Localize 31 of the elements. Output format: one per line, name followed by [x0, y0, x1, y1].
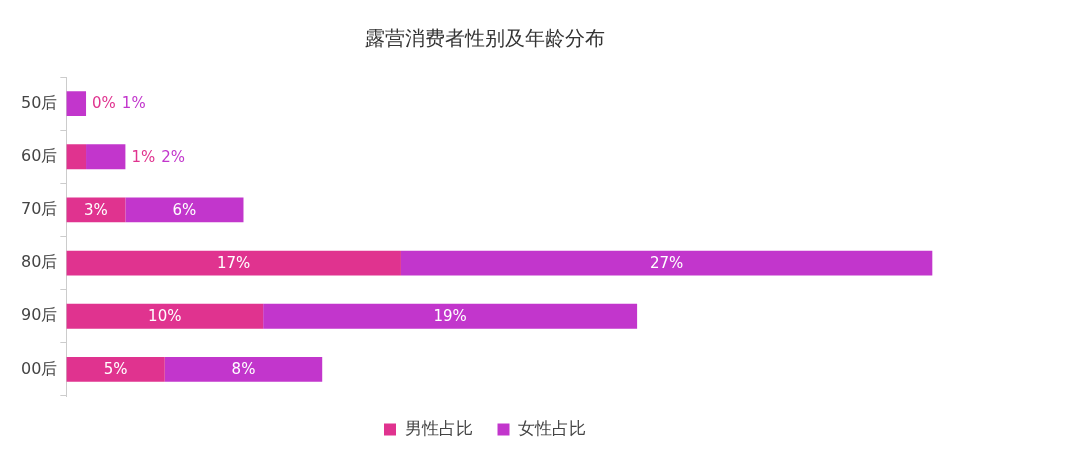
bar	[66, 356, 165, 382]
bar	[400, 250, 933, 276]
bar	[164, 356, 323, 382]
data-label: 2%	[161, 147, 185, 166]
data-label: 8%	[231, 360, 256, 379]
data-label: 3%	[83, 200, 108, 219]
y-tick-label: 60后	[21, 145, 58, 165]
data-label: 17%	[216, 253, 251, 272]
data-label: 19%	[433, 307, 467, 326]
bar	[263, 303, 638, 329]
data-label: 1%	[121, 94, 146, 113]
y-tick-label: 00后	[21, 358, 58, 378]
bar	[125, 197, 244, 223]
y-tick-label: 70后	[21, 199, 58, 219]
bar	[66, 303, 264, 329]
data-label: 1%	[131, 147, 156, 166]
data-label: 5%	[103, 360, 128, 379]
legend-label: 男性占比	[404, 417, 473, 438]
data-label: 6%	[172, 200, 197, 219]
y-tick-label: 90后	[21, 305, 58, 325]
bar	[86, 144, 126, 170]
bar	[66, 91, 87, 117]
bar	[66, 144, 87, 170]
y-tick-label: 50后	[21, 92, 58, 112]
legend-label: 女性占比	[518, 417, 586, 438]
y-tick-label: 80后	[21, 252, 58, 272]
data-label: 10%	[148, 307, 182, 326]
data-label: 27%	[649, 253, 684, 272]
chart-title: 露营消费者性别及年龄分布	[365, 26, 605, 51]
bar	[66, 250, 401, 276]
data-label: 0%	[92, 94, 116, 113]
